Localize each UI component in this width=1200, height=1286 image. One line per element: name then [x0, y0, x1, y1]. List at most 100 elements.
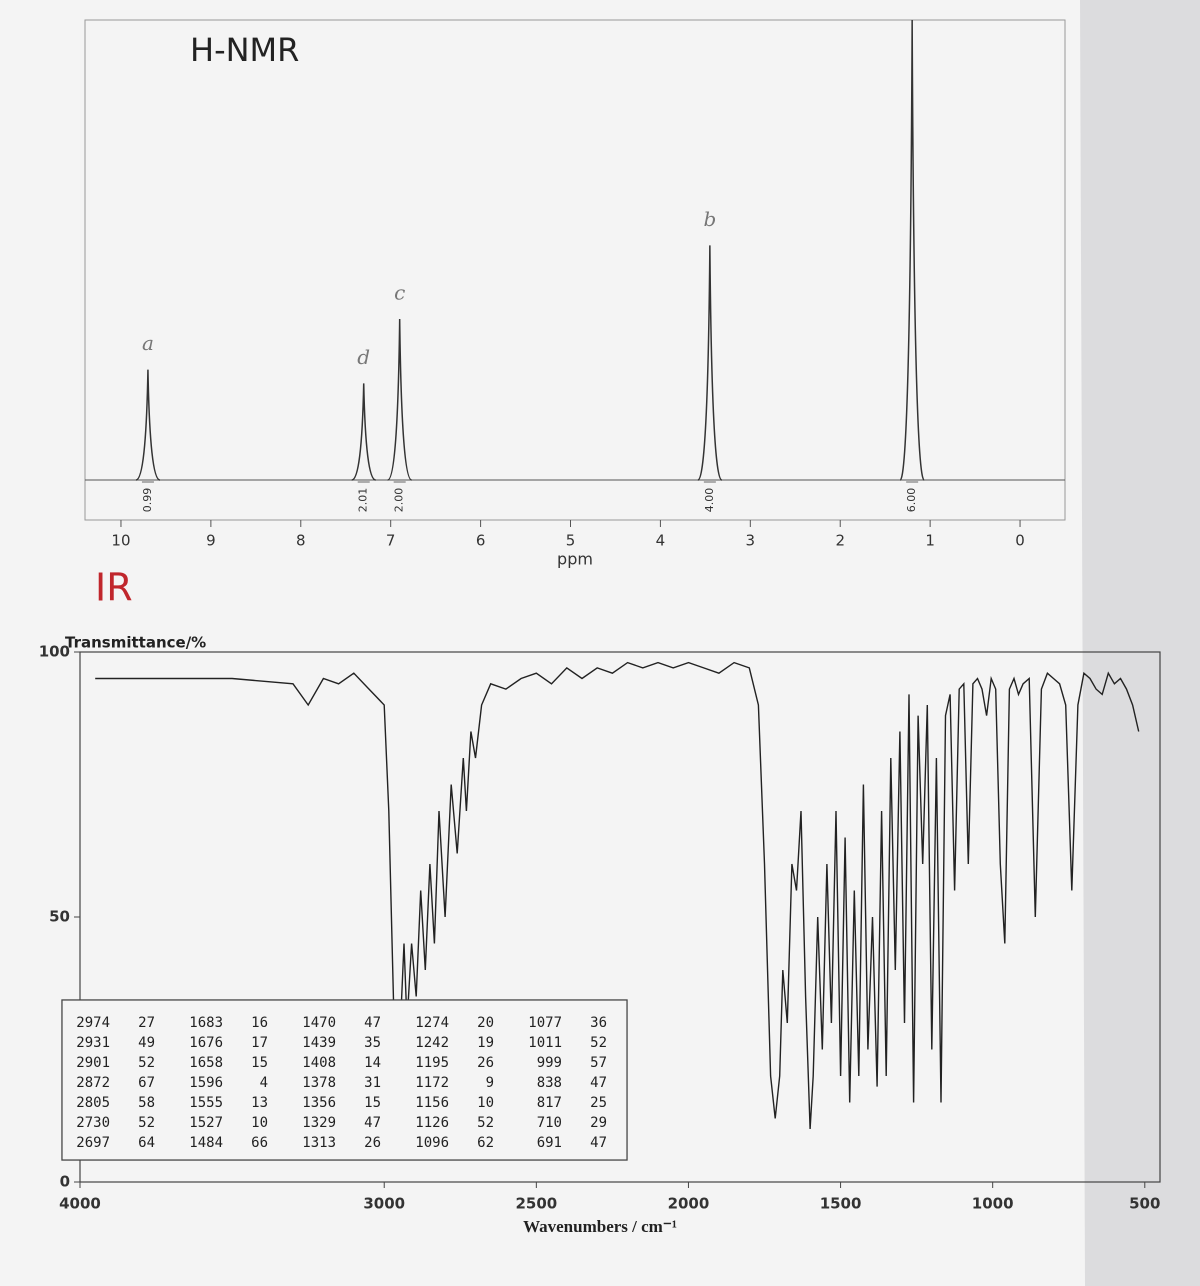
peak-transmittance: 9	[486, 1075, 494, 1091]
peak-transmittance: 67	[138, 1075, 155, 1091]
x-tick-label: 9	[206, 532, 216, 550]
peak-transmittance: 25	[590, 1095, 607, 1111]
peak-wavenumber: 1274	[415, 1015, 449, 1031]
ir-title: IR	[95, 566, 133, 610]
peak-wavenumber: 2901	[76, 1055, 110, 1071]
peak-wavenumber: 1242	[415, 1035, 449, 1051]
nmr-peak	[135, 369, 161, 481]
peak-wavenumber: 2974	[76, 1015, 110, 1031]
peak-transmittance: 62	[477, 1135, 494, 1151]
peak-transmittance: 20	[477, 1015, 494, 1031]
y-tick-label: 100	[39, 643, 70, 661]
peak-transmittance: 15	[251, 1055, 268, 1071]
peak-wavenumber: 2697	[76, 1135, 110, 1151]
peak-wavenumber: 1683	[189, 1015, 223, 1031]
x-tick-label: 10	[111, 532, 130, 550]
peak-transmittance: 52	[138, 1115, 155, 1131]
peak-wavenumber: 1077	[528, 1015, 562, 1031]
x-tick-label: 4	[656, 532, 666, 550]
peak-wavenumber: 1676	[189, 1035, 223, 1051]
nmr-peak	[899, 19, 925, 481]
integral-label: 4.00	[703, 488, 716, 513]
y-tick-label: 0	[60, 1173, 70, 1191]
nmr-peak	[351, 383, 377, 481]
x-tick-label: 6	[476, 532, 486, 550]
peak-wavenumber: 1172	[415, 1075, 449, 1091]
peak-wavenumber: 691	[537, 1135, 562, 1151]
nmr-frame	[84, 19, 1066, 521]
peak-wavenumber: 1658	[189, 1055, 223, 1071]
peak-wavenumber: 1439	[302, 1035, 336, 1051]
nmr-x-label: ppm	[557, 550, 593, 569]
peak-wavenumber: 1596	[189, 1075, 223, 1091]
peak-transmittance: 26	[477, 1055, 494, 1071]
peak-wavenumber: 2730	[76, 1115, 110, 1131]
x-tick-label: 0	[1015, 532, 1025, 550]
peak-wavenumber: 2872	[76, 1075, 110, 1091]
x-tick-label: 1500	[820, 1195, 862, 1213]
peak-transmittance: 66	[251, 1135, 268, 1151]
peak-wavenumber: 1408	[302, 1055, 336, 1071]
x-tick-label: 2500	[515, 1195, 557, 1213]
x-tick-label: 2	[835, 532, 845, 550]
ir-trace	[95, 661, 1140, 1130]
peak-letter: b	[703, 207, 716, 231]
peak-wavenumber: 1378	[302, 1075, 336, 1091]
peak-letter: d	[357, 345, 370, 369]
peak-transmittance: 29	[590, 1115, 607, 1131]
peak-transmittance: 4	[260, 1075, 268, 1091]
peak-letter: a	[142, 331, 154, 355]
peak-wavenumber: 1356	[302, 1095, 336, 1111]
peak-wavenumber: 817	[537, 1095, 562, 1111]
nmr-peak	[697, 245, 723, 481]
peak-wavenumber: 1555	[189, 1095, 223, 1111]
peak-wavenumber: 1470	[302, 1015, 336, 1031]
x-tick-label: 4000	[59, 1195, 101, 1213]
integral-label: 2.01	[357, 488, 370, 513]
nmr-title: H-NMR	[190, 31, 299, 69]
peak-transmittance: 47	[364, 1115, 381, 1131]
x-tick-label: 1	[925, 532, 935, 550]
ir-x-label: Wavenumbers / cm⁻¹	[523, 1217, 677, 1236]
peak-table-cover	[61, 999, 628, 1161]
peak-transmittance: 14	[364, 1055, 381, 1071]
x-tick-label: 3	[746, 532, 756, 550]
peak-wavenumber: 1156	[415, 1095, 449, 1111]
peak-wavenumber: 999	[537, 1055, 562, 1071]
y-tick-label: 50	[49, 908, 70, 926]
x-tick-label: 2000	[668, 1195, 710, 1213]
peak-transmittance: 52	[590, 1035, 607, 1051]
peak-transmittance: 10	[477, 1095, 494, 1111]
peak-transmittance: 15	[364, 1095, 381, 1111]
peak-wavenumber: 1313	[302, 1135, 336, 1151]
integral-label: 2.00	[393, 488, 406, 513]
peak-transmittance: 19	[477, 1035, 494, 1051]
peak-transmittance: 58	[138, 1095, 155, 1111]
peak-letter: c	[394, 281, 405, 305]
peak-transmittance: 27	[138, 1015, 155, 1031]
peak-wavenumber: 1329	[302, 1115, 336, 1131]
peak-transmittance: 16	[251, 1015, 268, 1031]
x-tick-label: 1000	[972, 1195, 1014, 1213]
peak-wavenumber: 1527	[189, 1115, 223, 1131]
x-tick-label: 3000	[363, 1195, 405, 1213]
peak-wavenumber: 1096	[415, 1135, 449, 1151]
nmr-peak	[387, 318, 413, 481]
peak-transmittance: 35	[364, 1035, 381, 1051]
peak-transmittance: 47	[364, 1015, 381, 1031]
peak-wavenumber: 1195	[415, 1055, 449, 1071]
peak-wavenumber: 2805	[76, 1095, 110, 1111]
x-tick-label: 5	[566, 532, 576, 550]
peak-transmittance: 10	[251, 1115, 268, 1131]
peak-transmittance: 13	[251, 1095, 268, 1111]
peak-transmittance: 64	[138, 1135, 155, 1151]
peak-wavenumber: 1484	[189, 1135, 223, 1151]
integral-label: 0.99	[141, 488, 154, 513]
peak-transmittance: 47	[590, 1075, 607, 1091]
peak-transmittance: 52	[138, 1055, 155, 1071]
peak-transmittance: 26	[364, 1135, 381, 1151]
peak-transmittance: 57	[590, 1055, 607, 1071]
x-tick-label: 500	[1129, 1195, 1160, 1213]
paper	[0, 0, 1085, 1286]
